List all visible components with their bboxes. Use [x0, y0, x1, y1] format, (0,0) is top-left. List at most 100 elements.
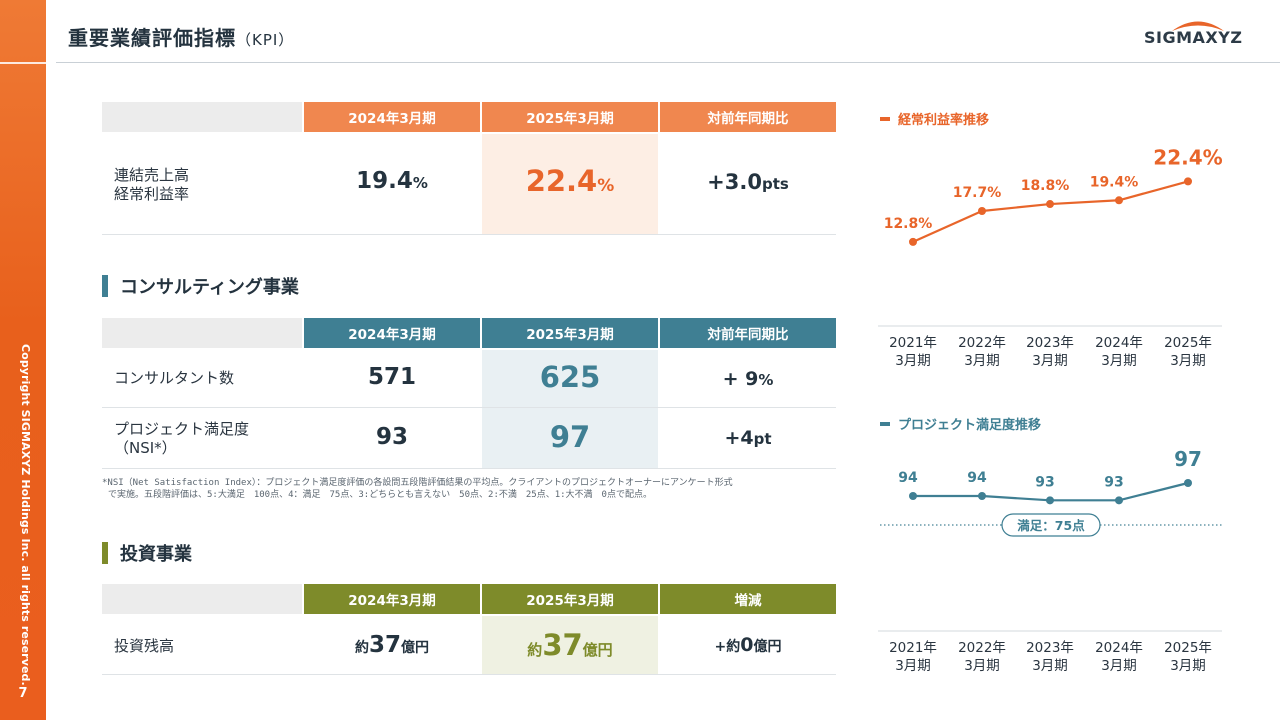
investment-section-marker — [102, 542, 108, 564]
nsi-footnote-line2: で実施。五段階評価は、5:大満足 100点、4：満足 75点、3:どちらとも言え… — [108, 490, 652, 500]
x-tick-label-period: 3月期 — [1101, 658, 1137, 674]
x-tick-label-period: 3月期 — [1032, 353, 1068, 369]
consulting-bottom-divider — [102, 468, 836, 469]
logo-text: SIGMAXYZ — [1144, 28, 1243, 47]
x-tick-label-period: 3月期 — [895, 658, 931, 674]
data-label: 18.8% — [1021, 178, 1070, 194]
profit-rate-chart: 12.8% 17.7% 18.8% 19.4% 22.4% 2021年 3月期 2022年 3月… — [878, 145, 1223, 369]
investment-diff-number: 0 — [740, 634, 754, 656]
x-tick-label-period: 3月期 — [1032, 658, 1068, 674]
consultant-count-2025: 625 — [482, 360, 658, 394]
consulting-header-diff: 対前年同期比 — [660, 318, 836, 348]
nsi-diff-number: +4 — [724, 427, 754, 449]
consultant-count-diff-number: + 9 — [722, 368, 759, 390]
consulting-section-marker — [102, 275, 108, 297]
consulting-header-blank — [102, 318, 302, 348]
kpi-header-2024: 2024年3月期 — [304, 102, 480, 132]
x-tick-label-period: 3月期 — [964, 353, 1000, 369]
data-point — [1046, 200, 1054, 209]
x-tick-label-year: 2022年 — [958, 335, 1006, 351]
investment-bottom-divider — [102, 674, 836, 675]
consultant-count-diff-unit: % — [758, 371, 774, 389]
investment-diff: +約 0 億円 — [660, 634, 836, 656]
consultant-count-2024: 571 — [304, 364, 480, 390]
nsi-chart-title-text: プロジェクト満足度推移 — [898, 418, 1042, 433]
x-tick-label-year: 2022年 — [958, 640, 1006, 656]
data-point — [1115, 496, 1123, 505]
logo-arc-icon — [1172, 21, 1224, 31]
nsi-footnote-line1: *NSI（Net Satisfaction Index）：プロジェクト満足度評価… — [102, 478, 733, 488]
kpi-value-2025: 22.4 % — [482, 164, 658, 198]
nsi-diff: +4 pt — [660, 427, 836, 449]
kpi-header-diff: 対前年同期比 — [660, 102, 836, 132]
x-tick-label-year: 2021年 — [889, 640, 937, 656]
x-tick-label-year: 2023年 — [1026, 335, 1074, 351]
investment-header-diff: 増減 — [660, 584, 836, 614]
data-label: 94 — [898, 470, 918, 486]
nsi-2024: 93 — [304, 424, 480, 450]
investment-balance-label: 投資残高 — [114, 637, 175, 655]
investment-2025-unit: 億円 — [582, 641, 613, 659]
investment-2025-number: 37 — [542, 628, 583, 662]
kpi-diff-number: +3.0 — [707, 170, 762, 194]
investment-2025-prefix: 約 — [527, 641, 543, 659]
kpi-value-2024: 19.4 % — [304, 168, 480, 194]
nsi-label-line1: プロジェクト満足度 — [114, 420, 250, 438]
reference-badge-frame — [1001, 513, 1101, 537]
nsi-diff-unit: pt — [753, 430, 772, 448]
nsi-chart-title-marker — [880, 421, 890, 426]
kpi-2025-number: 22.4 — [525, 164, 598, 198]
consulting-section-header: コンサルティング事業 — [102, 273, 299, 299]
consultant-count-2025-number: 625 — [539, 360, 601, 394]
profit-chart-title-marker — [880, 116, 890, 121]
copyright-text: Copyright SIGMAXYZ Holdings Inc. all rig… — [19, 344, 32, 686]
data-point — [1115, 196, 1123, 205]
profit-chart-title: 経常利益率推移 — [880, 109, 989, 128]
page-title: 重要業績評価指標（KPI） — [68, 22, 294, 51]
investment-2024-number: 37 — [368, 632, 401, 658]
investment-header-blank — [102, 584, 302, 614]
data-point — [978, 206, 986, 215]
kpi-2024-unit: % — [412, 174, 428, 192]
sidebar — [0, 0, 46, 720]
data-label: 94 — [967, 470, 987, 486]
data-label: 22.4% — [1153, 145, 1222, 169]
x-tick-label-year: 2025年 — [1164, 335, 1212, 351]
page-title-suffix: （KPI） — [236, 31, 295, 49]
kpi-value-diff: +3.0 pts — [660, 170, 836, 194]
data-label: 97 — [1174, 447, 1202, 471]
kpi-2024-number: 19.4 — [356, 168, 413, 194]
kpi-header-blank — [102, 102, 302, 132]
investment-2025: 約 37 億円 — [482, 628, 658, 662]
kpi-diff-unit: pts — [761, 175, 789, 193]
kpi-2025-unit: % — [597, 176, 615, 196]
x-tick-label-year: 2024年 — [1095, 640, 1143, 656]
consulting-header-2025: 2025年3月期 — [482, 318, 658, 348]
kpi-label-line1: 連結売上高 — [114, 166, 190, 184]
investment-diff-prefix: +約 — [714, 639, 741, 655]
x-tick-label-period: 3月期 — [1170, 353, 1206, 369]
nsi-chart-title: プロジェクト満足度推移 — [880, 414, 1041, 433]
data-point — [1184, 479, 1192, 487]
nsi-chart: 満足：75点 94 94 93 93 97 2021年 3月期 2022年 3月期 2023年 3月期… — [878, 447, 1222, 674]
x-tick-label-period: 3月期 — [1170, 658, 1206, 674]
x-tick-label-period: 3月期 — [964, 658, 1000, 674]
kpi-2025-highlight — [482, 134, 658, 234]
investment-table: 2024年3月期 2025年3月期 増減 投資残高 約 37 億円 約 37 億… — [102, 584, 836, 676]
investment-2025-highlight — [482, 616, 658, 674]
x-tick-label-year: 2024年 — [1095, 335, 1143, 351]
x-tick-label-period: 3月期 — [1101, 353, 1137, 369]
title-divider — [56, 62, 1280, 63]
sigmaxyz-logo: SIGMAXYZ — [1140, 14, 1262, 50]
data-point — [1046, 496, 1054, 505]
page-title-text: 重要業績評価指標 — [68, 26, 236, 50]
data-label: 19.4% — [1090, 174, 1139, 190]
consultant-count-diff: + 9 % — [660, 368, 836, 390]
consultant-count-label: コンサルタント数 — [114, 369, 235, 387]
x-tick-label-year: 2023年 — [1026, 640, 1074, 656]
nsi-2025: 97 — [482, 420, 658, 454]
profit-chart-title-text: 経常利益率推移 — [898, 113, 990, 128]
kpi-label-line2: 経常利益率 — [114, 185, 190, 203]
investment-2024-prefix: 約 — [354, 640, 369, 656]
consulting-header-2024: 2024年3月期 — [304, 318, 480, 348]
